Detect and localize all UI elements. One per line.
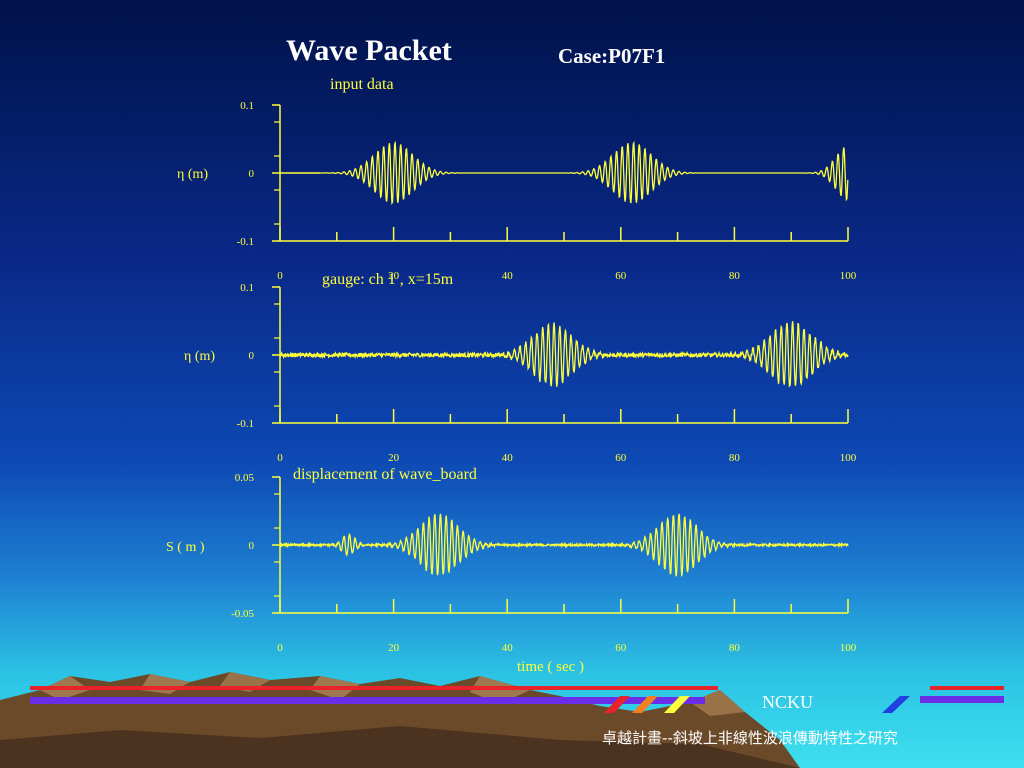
x-tick-label: 80 xyxy=(729,452,741,464)
x-tick-label: 20 xyxy=(388,452,400,464)
x-tick-label: 40 xyxy=(502,452,514,464)
footer-project: 卓越計畫--斜坡上非線性波浪傳動特性之研究 xyxy=(602,729,898,747)
decor-bars xyxy=(30,686,1004,713)
y-tick-label: -0.1 xyxy=(237,418,254,430)
chart-input-data: input data η (m) 0.1 0 -0.1 0 20 40 60 80 100 xyxy=(177,76,857,282)
x-tick-label: 20 xyxy=(388,642,400,654)
y-tick-label: 0.1 xyxy=(240,100,254,112)
x-tick-label: 80 xyxy=(729,642,741,654)
chart-gauge: gauge: ch 1 , x=15m η (m) 0.1 0 -0.1 0 20 40 6… xyxy=(184,271,857,464)
x-tick-label: 60 xyxy=(615,452,627,464)
y-label-eta-2: η (m) xyxy=(184,349,215,364)
axes-gauge: 0.1 0 -0.1 0 20 40 60 80 100 xyxy=(237,282,857,464)
y-tick-label: 0 xyxy=(249,168,255,180)
x-tick-label: 0 xyxy=(277,270,283,282)
x-tick-label: 60 xyxy=(615,642,627,654)
x-axis-label: time ( sec ) xyxy=(517,659,584,675)
chart-displacement: displacement of wave_board S ( m ) 0.050… xyxy=(166,466,857,675)
x-tick-label: 0 xyxy=(277,452,283,464)
chart-title-displacement: displacement of wave_board xyxy=(293,466,477,483)
case-label: Case:P07F1 xyxy=(558,44,666,68)
y-tick-label: 0 xyxy=(249,540,255,552)
slide-title: Wave Packet xyxy=(286,34,452,67)
x-tick-label: 100 xyxy=(840,270,857,282)
series-displacement xyxy=(279,513,849,578)
y-tick-label: 0.1 xyxy=(240,282,254,294)
footer-ncku: NCKU xyxy=(762,692,814,712)
x-tick-label: 40 xyxy=(502,270,514,282)
x-tick-label: 100 xyxy=(840,642,857,654)
series-gauge xyxy=(279,321,849,388)
axes-displacement: 0.05 0 -0.05 0 20 40 60 80 100 xyxy=(231,472,857,654)
y-label-s: S ( m ) xyxy=(166,540,205,555)
series-input-data xyxy=(319,140,849,206)
chart-title-input: input data xyxy=(330,76,394,93)
x-tick-label: 40 xyxy=(502,642,514,654)
x-tick-label: 100 xyxy=(840,452,857,464)
y-tick-label: 0.05 xyxy=(235,472,255,484)
x-tick-label: 80 xyxy=(729,270,741,282)
y-label-eta-1: η (m) xyxy=(177,167,208,182)
y-tick-label: -0.1 xyxy=(237,236,254,248)
axes-input-data: 0.1 0 -0.1 0 20 40 60 80 100 xyxy=(237,100,857,282)
x-tick-label: 20 xyxy=(388,270,400,282)
chart-title-gauge: gauge: ch 1 , x=15m xyxy=(322,271,454,288)
x-tick-label: 60 xyxy=(615,270,627,282)
y-tick-label: -0.05 xyxy=(231,608,254,620)
x-tick-label: 0 xyxy=(277,642,283,654)
y-tick-label: 0 xyxy=(249,350,255,362)
